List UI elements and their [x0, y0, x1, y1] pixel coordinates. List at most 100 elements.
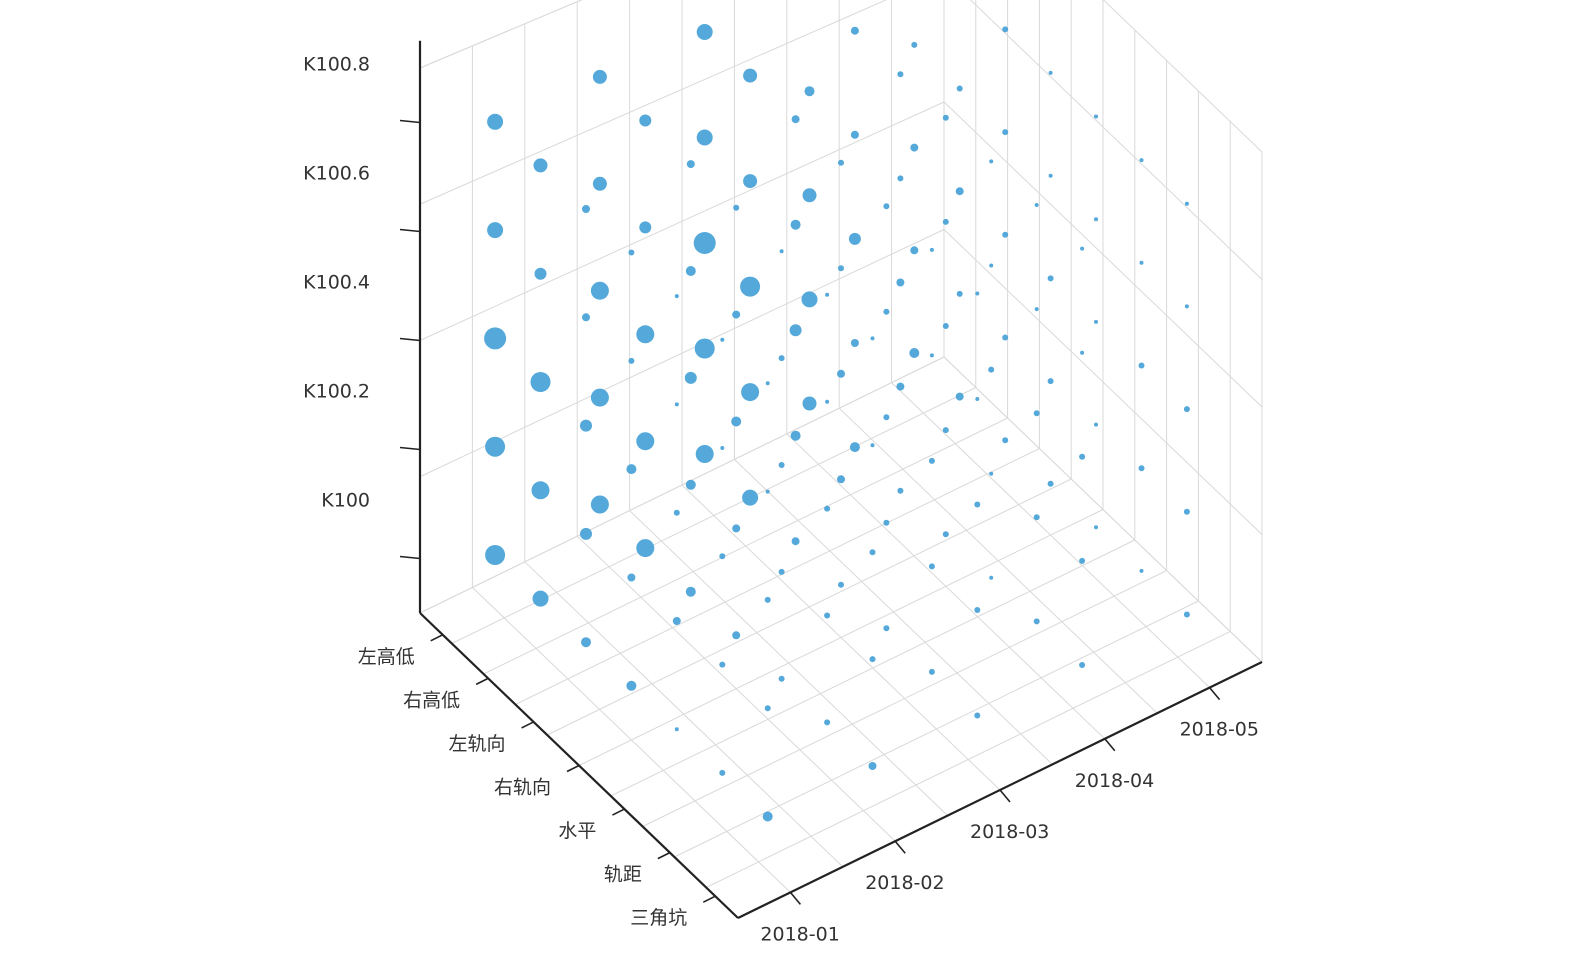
data-point: [696, 129, 713, 146]
data-point: [485, 545, 506, 565]
data-point: [487, 113, 504, 130]
y-tick-mark: [657, 851, 671, 860]
data-point: [1139, 158, 1144, 163]
y-tick-label: 三角坑: [630, 907, 687, 929]
y-tick-label: 轨距: [604, 864, 642, 886]
data-point: [719, 553, 726, 560]
data-point: [974, 501, 981, 508]
data-point: [1080, 350, 1085, 355]
data-point: [1079, 662, 1086, 668]
data-point: [720, 337, 725, 342]
side-wall-grid-line: [969, 0, 1263, 280]
data-point: [674, 294, 679, 299]
floor-grid-line: [891, 382, 1210, 688]
data-point: [929, 247, 934, 252]
data-point: [685, 479, 696, 490]
data-point: [802, 188, 817, 203]
data-point: [790, 219, 801, 230]
data-point: [911, 41, 918, 48]
data-point: [485, 436, 506, 457]
data-point: [636, 432, 655, 451]
data-point: [1033, 618, 1040, 625]
data-point: [743, 68, 758, 83]
data-point: [639, 114, 652, 127]
data-point: [1094, 319, 1098, 324]
x-tick-mark: [789, 891, 802, 905]
data-point: [742, 489, 759, 506]
data-point: [1184, 201, 1189, 206]
x-tick-mark: [1208, 687, 1221, 701]
data-point: [1139, 568, 1144, 573]
data-point: [883, 203, 890, 210]
data-point: [1034, 307, 1039, 312]
z-tick-label: K100: [321, 490, 370, 512]
data-point: [778, 462, 785, 468]
data-point: [974, 712, 981, 719]
y-tick-label: 右高低: [403, 689, 460, 711]
axis-layer: [399, 40, 1263, 919]
y-tick-mark: [521, 721, 534, 729]
data-point: [1183, 508, 1190, 515]
data-point: [581, 637, 591, 648]
y-tick-mark: [612, 808, 625, 816]
data-point: [778, 355, 785, 362]
data-point: [592, 69, 607, 84]
z-tick-mark: [399, 119, 421, 124]
data-point: [910, 246, 919, 255]
data-point: [1094, 217, 1098, 222]
data-point: [765, 489, 770, 494]
data-point: [1079, 557, 1086, 564]
data-point: [883, 519, 890, 526]
z-tick-label: K100.8: [303, 54, 370, 76]
data-point: [825, 399, 830, 404]
data-point: [1002, 26, 1009, 33]
x-tick-label: 2018-04: [1075, 770, 1154, 792]
z-tick-label: K100.4: [303, 272, 370, 294]
data-point: [883, 308, 890, 315]
data-point: [764, 705, 771, 712]
z-tick-mark: [399, 446, 421, 451]
data-point: [801, 291, 818, 308]
data-point: [989, 575, 994, 580]
data-point: [955, 187, 964, 196]
data-point: [627, 573, 636, 582]
data-point: [732, 631, 741, 640]
data-point: [636, 539, 655, 558]
data-point: [909, 348, 920, 358]
data-point: [868, 762, 877, 770]
data-point: [580, 419, 592, 432]
data-point: [824, 612, 831, 619]
data-point: [720, 446, 725, 450]
data-point: [779, 249, 784, 254]
data-point: [626, 464, 637, 475]
data-point: [869, 656, 876, 663]
y-tick-label: 左高低: [358, 646, 415, 668]
data-point: [804, 86, 815, 97]
y-tick-label: 右轨向: [494, 777, 551, 799]
side-wall-grid-line: [943, 101, 1263, 408]
data-point: [1094, 114, 1098, 119]
data-point: [791, 537, 800, 546]
back-wall-grid-line: [419, 101, 945, 341]
data-point: [590, 281, 609, 300]
label-layer: 2018-01 2018-02 2018-03 2018-04 2018-05 三角坑 轨距…: [303, 54, 1259, 946]
x-tick-label: 2018-05: [1180, 719, 1259, 741]
data-point: [1034, 203, 1039, 207]
data-point: [988, 366, 995, 373]
data-point: [956, 85, 963, 92]
data-point: [1094, 422, 1098, 427]
side-wall-grid-line: [943, 229, 1263, 535]
data-point: [791, 115, 800, 124]
data-point: [870, 336, 875, 341]
data-point: [743, 174, 758, 189]
floor-grid-line: [451, 387, 977, 644]
x-tick-label: 2018-01: [760, 923, 839, 945]
data-point: [956, 290, 963, 297]
data-point: [590, 388, 609, 407]
y-tick-mark: [566, 764, 580, 773]
x-tick-mark: [894, 840, 906, 854]
side-wall-grid-line: [1102, 0, 1263, 153]
data-point: [1079, 453, 1086, 460]
data-point: [532, 590, 549, 607]
data-point: [883, 625, 890, 632]
